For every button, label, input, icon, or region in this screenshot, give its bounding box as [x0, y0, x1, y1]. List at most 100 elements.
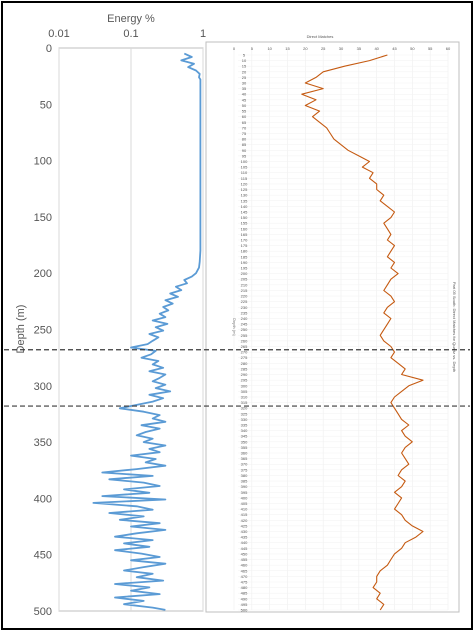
- matches-depth-tick: 210: [241, 282, 248, 287]
- matches-depth-tick: 480: [241, 585, 248, 590]
- depth-y-tick: 250: [34, 325, 52, 337]
- matches-x-tick: 20: [303, 46, 308, 51]
- matches-x-tick: 10: [267, 46, 272, 51]
- matches-x-tick: 45: [392, 46, 397, 51]
- matches-depth-tick: 145: [241, 209, 248, 214]
- depth-y-tick: 200: [34, 268, 52, 280]
- matches-depth-tick: 65: [242, 120, 247, 125]
- matches-depth-tick: 10: [242, 58, 247, 63]
- matches-depth-tick: 335: [241, 423, 248, 428]
- matches-depth-tick: 115: [241, 176, 248, 181]
- direct-matches-chart: Direct Matches Part 05 South: Direct Mat…: [206, 34, 459, 613]
- depth-y-tick: 500: [34, 606, 52, 618]
- matches-depth-tick: 400: [241, 495, 248, 500]
- matches-x-tick: 25: [321, 46, 326, 51]
- matches-depth-tick: 130: [241, 193, 248, 198]
- matches-depth-tick: 315: [241, 400, 248, 405]
- matches-depth-tick: 310: [241, 394, 248, 399]
- matches-depth-tick: 15: [242, 64, 247, 69]
- energy-x-tick: 0.1: [123, 28, 138, 40]
- matches-depth-tick: 25: [242, 75, 247, 80]
- matches-depth-tick: 225: [241, 299, 248, 304]
- energy-x-tick: 1: [200, 28, 206, 40]
- matches-depth-tick: 30: [242, 81, 247, 86]
- matches-depth-tick: 250: [241, 327, 248, 332]
- matches-depth-tick: 75: [242, 131, 247, 136]
- matches-depth-tick: 110: [241, 170, 248, 175]
- matches-depth-tick: 380: [241, 473, 248, 478]
- matches-depth-tick: 455: [241, 557, 248, 562]
- matches-x-tick: 55: [428, 46, 433, 51]
- matches-depth-tick: 70: [242, 125, 247, 130]
- matches-depth-tick: 295: [241, 378, 248, 383]
- matches-depth-tick: 215: [241, 288, 248, 293]
- matches-depth-tick: 140: [241, 204, 248, 209]
- matches-depth-tick: 405: [241, 501, 248, 506]
- matches-depth-tick: 435: [241, 535, 248, 540]
- matches-depth-tick: 155: [241, 221, 248, 226]
- matches-right-label: Part 05 South: Direct Matches for Quartz…: [452, 282, 457, 372]
- matches-depth-tick: 485: [241, 591, 248, 596]
- matches-depth-tick: 35: [242, 86, 247, 91]
- matches-depth-tick: 235: [241, 310, 248, 315]
- matches-depth-tick: 470: [241, 574, 248, 579]
- depth-y-tick: 400: [34, 493, 52, 505]
- matches-depth-tick: 125: [241, 187, 248, 192]
- matches-depth-tick: 325: [241, 411, 248, 416]
- matches-depth-tick: 355: [241, 445, 248, 450]
- matches-depth-tick: 185: [241, 254, 248, 259]
- matches-depth-tick: 260: [241, 338, 248, 343]
- matches-depth-tick: 290: [241, 372, 248, 377]
- depth-y-tick: 100: [34, 156, 52, 168]
- energy-axis-label: Energy %: [107, 13, 155, 25]
- matches-depth-tick: 300: [241, 383, 248, 388]
- matches-depth-tick: 350: [241, 439, 248, 444]
- matches-depth-tick: 420: [241, 518, 248, 523]
- matches-depth-tick: 425: [241, 523, 248, 528]
- matches-depth-tick: 105: [241, 165, 248, 170]
- energy-x-tick: 0.01: [48, 28, 69, 40]
- matches-depth-tick: 240: [241, 316, 248, 321]
- matches-depth-tick: 500: [241, 608, 248, 613]
- matches-depth-tick: 275: [241, 355, 248, 360]
- matches-depth-tick: 120: [241, 181, 248, 186]
- matches-depth-tick: 150: [241, 215, 248, 220]
- matches-depth-tick: 280: [241, 361, 248, 366]
- matches-depth-tick: 360: [241, 451, 248, 456]
- matches-x-tick: 35: [357, 46, 362, 51]
- depth-y-tick: 50: [40, 99, 52, 111]
- matches-depth-tick: 20: [242, 69, 247, 74]
- matches-depth-tick: 230: [241, 305, 248, 310]
- matches-depth-tick: 200: [241, 271, 248, 276]
- matches-depth-tick: 160: [241, 226, 248, 231]
- matches-depth-tick: 340: [241, 428, 248, 433]
- matches-depth-tick: 410: [241, 507, 248, 512]
- matches-depth-tick: 365: [241, 456, 248, 461]
- matches-depth-tick: 265: [241, 344, 248, 349]
- matches-depth-tick: 195: [241, 266, 248, 271]
- matches-depth-tick: 490: [241, 596, 248, 601]
- matches-depth-tick: 270: [241, 350, 248, 355]
- matches-x-tick: 50: [410, 46, 415, 51]
- matches-x-tick: 30: [339, 46, 344, 51]
- depth-y-tick: 300: [34, 381, 52, 393]
- matches-depth-tick: 305: [241, 389, 248, 394]
- matches-depth-tick: 495: [241, 602, 248, 607]
- matches-depth-tick: 390: [241, 484, 248, 489]
- matches-x-tick: 40: [374, 46, 379, 51]
- matches-depth-tick: 135: [241, 198, 248, 203]
- matches-depth-tick: 165: [241, 232, 248, 237]
- matches-depth-tick: 245: [241, 322, 248, 327]
- matches-x-tick: 60: [446, 46, 451, 51]
- matches-depth-tick: 475: [241, 579, 248, 584]
- matches-depth-tick: 345: [241, 434, 248, 439]
- depth-y-tick: 450: [34, 550, 52, 562]
- depth-y-tick: 150: [34, 212, 52, 224]
- matches-depth-tick: 440: [241, 540, 248, 545]
- matches-depth-tick: 415: [241, 512, 248, 517]
- matches-depth-tick: 430: [241, 529, 248, 534]
- matches-depth-tick: 445: [241, 546, 248, 551]
- depth-axis-label: Depth (m): [15, 305, 27, 354]
